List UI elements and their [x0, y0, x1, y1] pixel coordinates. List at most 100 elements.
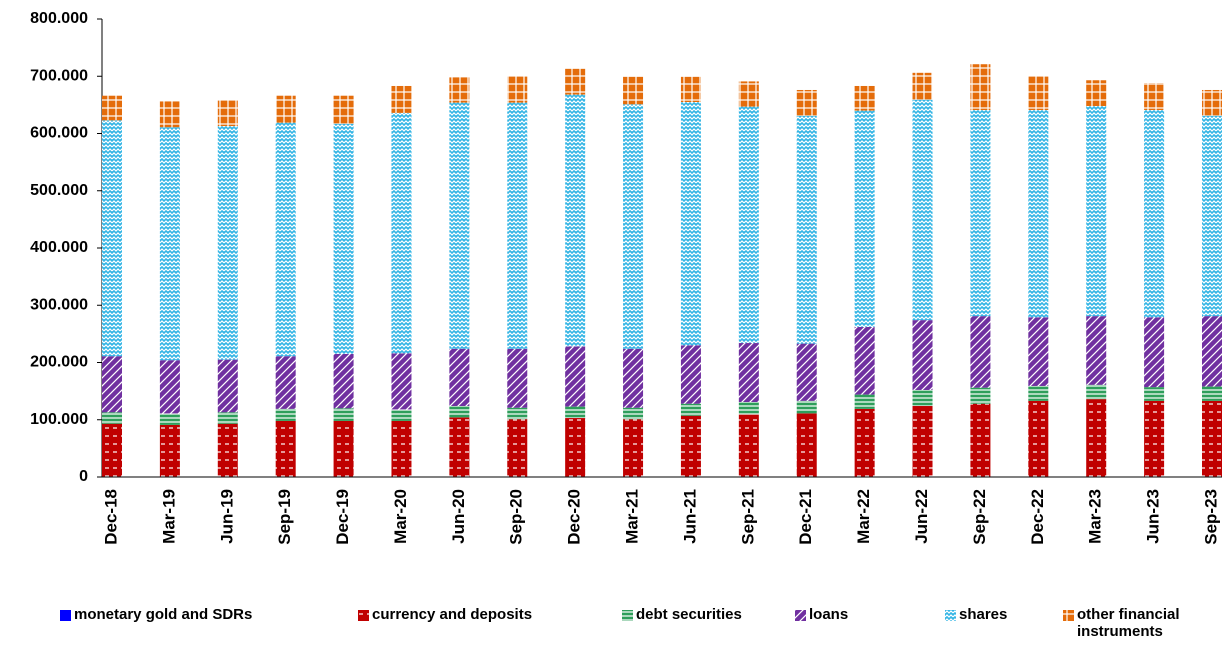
y-tick-label: 100.000: [30, 411, 88, 428]
chart: 0 100.000 200.000 300.000 400.000 500.000 600.…: [30, 10, 1222, 545]
x-tick-label: Jun-22: [912, 489, 931, 544]
legend-swatch: [622, 610, 633, 621]
bar-segment: [623, 419, 644, 477]
legend-item: currency and deposits: [358, 606, 532, 623]
bar-segment: [102, 120, 122, 357]
x-tick-label: Dec-18: [101, 489, 120, 545]
legend: monetary gold and SDRs currency and depos…: [0, 606, 1226, 653]
bar-segment: [738, 343, 759, 403]
legend-swatch: [1063, 610, 1074, 621]
bar-segment: [854, 394, 875, 409]
bar-segment: [1144, 387, 1165, 401]
bar-segment: [565, 68, 586, 95]
x-tick-label: Jun-20: [449, 489, 468, 544]
bar-segment: [1086, 384, 1107, 400]
bar-segment: [507, 419, 528, 477]
y-tick-label: 400.000: [30, 239, 88, 256]
bar-segment: [159, 424, 180, 477]
bar-segment: [796, 400, 817, 414]
legend-swatch: [358, 610, 369, 621]
bar-segment: [623, 76, 644, 105]
bar-segment: [217, 99, 238, 127]
bar-segment: [333, 420, 354, 477]
y-tick-label: 800.000: [30, 10, 88, 27]
bar-segment: [912, 99, 933, 321]
bar-segment: [217, 359, 238, 413]
bar-segment: [333, 353, 354, 409]
bar-segment: [507, 102, 528, 349]
bar-segment: [159, 127, 180, 361]
legend-label: currency and deposits: [372, 606, 533, 623]
bar-segment: [1202, 400, 1222, 477]
x-tick-label: Sep-23: [1201, 489, 1220, 545]
y-tick-label: 500.000: [30, 182, 88, 199]
x-tick-label: Mar-23: [1086, 489, 1105, 544]
bar-segment: [738, 106, 759, 344]
bar-segment: [507, 75, 528, 103]
y-tick-label: 700.000: [30, 67, 88, 84]
bar-segment: [159, 101, 180, 128]
bar-segment: [680, 76, 701, 103]
bar-segment: [623, 104, 644, 349]
bar-segment: [159, 360, 180, 414]
bar-segment: [796, 343, 817, 401]
bar-segment: [1086, 399, 1107, 477]
y-tick-label: 300.000: [30, 296, 88, 313]
bar-segment: [449, 417, 470, 477]
bar-segment: [1202, 386, 1222, 401]
bar-segment: [159, 413, 180, 425]
x-tick-label: Jun-19: [217, 489, 236, 544]
bar-segment: [796, 413, 817, 477]
bar-segment: [1144, 110, 1165, 318]
x-tick-label: Mar-21: [623, 489, 642, 544]
bar-segment: [796, 89, 817, 116]
bar-segment: [854, 408, 875, 477]
bar-segment: [738, 81, 759, 107]
bar-segment: [970, 110, 991, 317]
y-tick-label: 600.000: [30, 125, 88, 142]
bar-segment: [333, 408, 354, 421]
legend-item: other financial instruments: [1063, 606, 1223, 640]
bar-segment: [1086, 316, 1107, 385]
x-tick-label: Sep-19: [275, 489, 294, 545]
bar-segment: [391, 409, 412, 421]
bar-segment: [970, 64, 991, 111]
x-tick-label: Dec-19: [333, 489, 352, 545]
x-tick-label: Dec-20: [565, 489, 584, 545]
bar-segment: [102, 356, 122, 413]
x-tick-label: Sep-20: [507, 489, 526, 545]
bar-segment: [970, 316, 991, 388]
bar-segment: [1144, 317, 1165, 388]
bar-segment: [102, 95, 122, 121]
bar-segment: [1202, 89, 1222, 116]
bar-segment: [970, 403, 991, 477]
bar-segment: [1028, 400, 1049, 477]
x-tick-label: Sep-22: [970, 489, 989, 545]
x-tick-label: Mar-19: [159, 489, 178, 544]
bar-segment: [680, 415, 701, 477]
legend-label: debt securities: [636, 606, 742, 623]
bar-segment: [102, 423, 122, 477]
bar-segment: [449, 406, 470, 418]
y-tick-label: 200.000: [30, 354, 88, 371]
bar-segment: [217, 423, 238, 477]
bar-segment: [507, 348, 528, 408]
bar-segment: [1028, 75, 1049, 111]
legend-label: loans: [809, 606, 849, 623]
legend-item: monetary gold and SDRs: [60, 606, 252, 623]
bar-segment: [507, 407, 528, 420]
bar-segment: [680, 403, 701, 416]
legend-swatch: [60, 610, 71, 621]
bar-segment: [391, 353, 412, 410]
bar-segment: [391, 112, 412, 354]
legend-label: other financial instruments: [1077, 606, 1180, 640]
bar-segment: [1028, 385, 1049, 401]
bar-segment: [1202, 316, 1222, 387]
legend-label: shares: [959, 606, 1008, 623]
bar-segment: [102, 412, 122, 424]
bar-segment: [275, 95, 296, 123]
bar-segment: [1028, 317, 1049, 386]
bar-segment: [912, 320, 933, 390]
x-tick-label: Dec-21: [796, 489, 815, 545]
bar-segment: [217, 412, 238, 424]
